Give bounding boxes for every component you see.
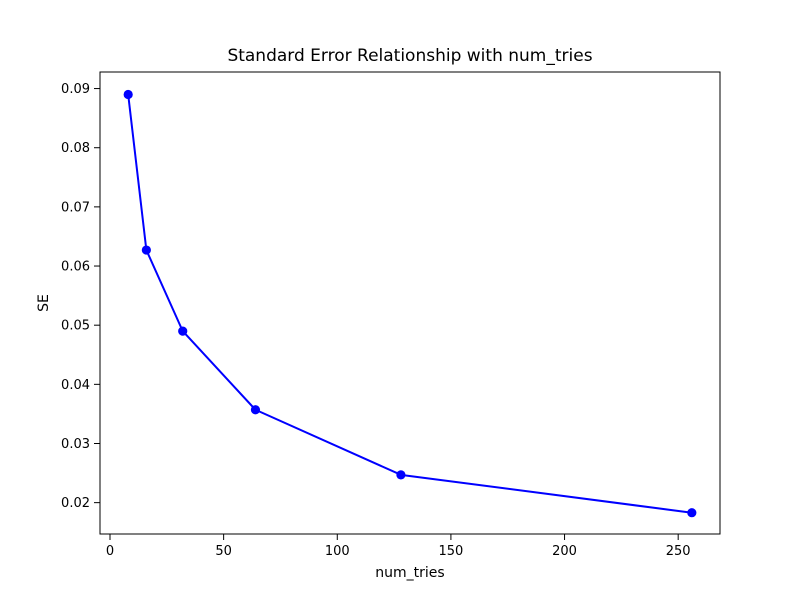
x-axis-label: num_tries bbox=[375, 565, 444, 581]
y-tick-label: 0.06 bbox=[61, 260, 90, 275]
x-tick-label: 200 bbox=[552, 544, 577, 559]
x-tick-label: 250 bbox=[666, 544, 691, 559]
chart-title: Standard Error Relationship with num_tri… bbox=[227, 46, 592, 66]
y-tick-label: 0.07 bbox=[61, 200, 90, 215]
y-tick-label: 0.03 bbox=[61, 437, 90, 452]
y-tick-label: 0.09 bbox=[61, 82, 90, 97]
data-point-marker bbox=[178, 326, 188, 336]
data-point-marker bbox=[141, 245, 151, 255]
x-tick-label: 100 bbox=[325, 544, 350, 559]
y-tick-label: 0.02 bbox=[61, 496, 90, 511]
se-line bbox=[127, 93, 693, 514]
y-tick-label: 0.05 bbox=[61, 319, 90, 334]
y-tick-label: 0.08 bbox=[61, 141, 90, 156]
data-point-marker bbox=[123, 89, 133, 100]
axes-ticks: 0 50 100 150 200 250 0.02 0.03 0.04 0.05 0.06 0.07 0… bbox=[61, 82, 691, 559]
data-point-marker bbox=[250, 405, 261, 415]
y-axis-label: SE bbox=[36, 294, 52, 312]
plot-area bbox=[99, 71, 721, 535]
data-series bbox=[123, 89, 697, 518]
data-point-marker bbox=[396, 470, 406, 480]
data-point-marker bbox=[687, 508, 697, 518]
x-tick-label: 150 bbox=[438, 544, 463, 559]
y-tick-label: 0.04 bbox=[61, 378, 90, 393]
x-tick-label: 0 bbox=[106, 544, 114, 559]
x-tick-label: 50 bbox=[215, 544, 232, 559]
